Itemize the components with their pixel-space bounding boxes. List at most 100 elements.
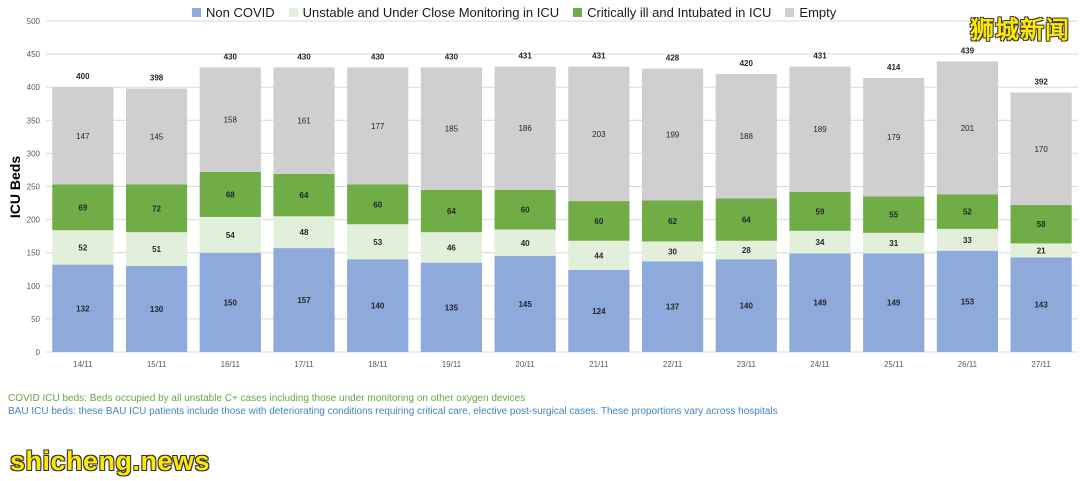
- data-label: 40: [521, 239, 530, 248]
- data-label: 28: [742, 246, 751, 255]
- data-label: 177: [371, 122, 385, 131]
- data-label: 150: [224, 298, 238, 307]
- data-label: 137: [666, 303, 680, 312]
- bar-segment: [936, 228, 999, 251]
- data-label: 201: [961, 124, 975, 133]
- bar-segment: [199, 171, 261, 217]
- data-label: 64: [447, 207, 456, 216]
- data-label: 59: [816, 207, 825, 216]
- legend-swatch: [192, 8, 201, 17]
- bar-segment: [273, 67, 335, 174]
- legend-item-critical: Critically ill and Intubated in ICU: [573, 5, 771, 20]
- bar-segment: [420, 67, 483, 190]
- legend-swatch: [573, 8, 583, 17]
- data-label: 44: [594, 251, 603, 260]
- data-label: 130: [150, 305, 164, 314]
- bar-segment: [273, 173, 335, 217]
- bar-segment: [347, 224, 409, 260]
- data-label: 188: [740, 132, 754, 141]
- bar-segment: [420, 189, 483, 233]
- legend-label: Non COVID: [206, 5, 275, 20]
- data-label: 135: [445, 303, 459, 312]
- bar-segment: [789, 253, 851, 352]
- x-tick-label: 14/11: [73, 360, 93, 369]
- data-label: 54: [226, 231, 235, 240]
- bar-segment: [789, 66, 851, 192]
- data-label: 161: [297, 117, 311, 126]
- total-label: 431: [518, 52, 532, 61]
- bar-segment: [715, 73, 777, 199]
- data-label: 52: [963, 208, 972, 217]
- data-label: 31: [889, 239, 898, 248]
- bar-segment: [125, 88, 188, 185]
- data-label: 203: [592, 130, 606, 139]
- watermark-chinese: 狮城新闻: [970, 17, 1070, 44]
- legend-item-unstable: Unstable and Under Close Monitoring in I…: [288, 5, 560, 20]
- total-label: 430: [371, 52, 385, 61]
- legend-label: Empty: [799, 5, 837, 20]
- data-label: 53: [373, 238, 382, 247]
- bar-segment: [52, 264, 114, 352]
- data-label: 140: [371, 302, 385, 311]
- y-tick-label: 200: [27, 216, 41, 225]
- data-label: 64: [742, 216, 751, 225]
- total-label: 428: [666, 54, 680, 63]
- y-tick-label: 500: [27, 17, 41, 26]
- data-label: 170: [1034, 145, 1048, 154]
- legend-swatch: [785, 8, 795, 17]
- y-tick-label: 300: [27, 149, 41, 158]
- bar-segment: [420, 232, 483, 263]
- y-tick-labels: 0 50 100 150 200 250 300 350 400 450 500: [27, 17, 41, 357]
- data-label: 62: [668, 217, 677, 226]
- total-label: 400: [76, 72, 90, 81]
- data-label: 52: [78, 243, 87, 252]
- total-label: 392: [1034, 77, 1048, 86]
- bar-segment: [347, 67, 409, 185]
- data-label: 58: [1037, 220, 1046, 229]
- data-label: 140: [740, 302, 754, 311]
- x-tick-label: 24/11: [810, 360, 830, 369]
- bar-segment: [936, 194, 999, 229]
- bar-segment: [125, 232, 188, 266]
- data-label: 72: [152, 204, 161, 213]
- legend-item-non-covid: Non COVID: [192, 5, 275, 20]
- bar-segment: [494, 66, 556, 190]
- bar-segment: [494, 189, 556, 230]
- data-label: 60: [594, 217, 603, 226]
- data-label: 153: [961, 297, 975, 306]
- data-label: 199: [666, 131, 680, 140]
- bar-segment: [125, 184, 188, 233]
- data-label: 21: [1037, 246, 1046, 255]
- x-tick-label: 25/11: [884, 360, 904, 369]
- bar-segment: [863, 232, 925, 254]
- x-tick-labels: 14/11 15/11 16/11 17/11 18/11 19/11 20/11 21/11…: [73, 360, 1051, 369]
- y-tick-label: 350: [27, 116, 41, 125]
- data-label: 143: [1034, 301, 1048, 310]
- total-label: 398: [150, 74, 164, 83]
- total-label: 431: [592, 52, 606, 61]
- x-tick-label: 21/11: [589, 360, 609, 369]
- data-label: 60: [373, 200, 382, 209]
- data-label: 149: [813, 299, 827, 308]
- legend-label: Unstable and Under Close Monitoring in I…: [302, 5, 560, 20]
- bar-segment: [199, 67, 261, 172]
- x-tick-label: 20/11: [515, 360, 535, 369]
- bar-segment: [715, 198, 777, 241]
- x-tick-label: 23/11: [737, 360, 757, 369]
- bar-segment: [641, 200, 704, 242]
- data-label: 157: [297, 296, 311, 305]
- total-label: 430: [224, 52, 238, 61]
- data-label: 48: [300, 228, 309, 237]
- total-label: 431: [813, 52, 827, 61]
- bar-segment: [347, 184, 409, 225]
- total-label: 439: [961, 46, 975, 55]
- bar-segment: [1010, 257, 1072, 352]
- data-label: 30: [668, 247, 677, 256]
- bar-segment: [863, 196, 925, 233]
- bar-segment: [494, 256, 556, 352]
- data-label: 55: [889, 211, 898, 220]
- data-label: 149: [887, 299, 901, 308]
- bar-segment: [641, 241, 704, 262]
- data-label: 147: [76, 132, 90, 141]
- legend-swatch: [288, 8, 298, 17]
